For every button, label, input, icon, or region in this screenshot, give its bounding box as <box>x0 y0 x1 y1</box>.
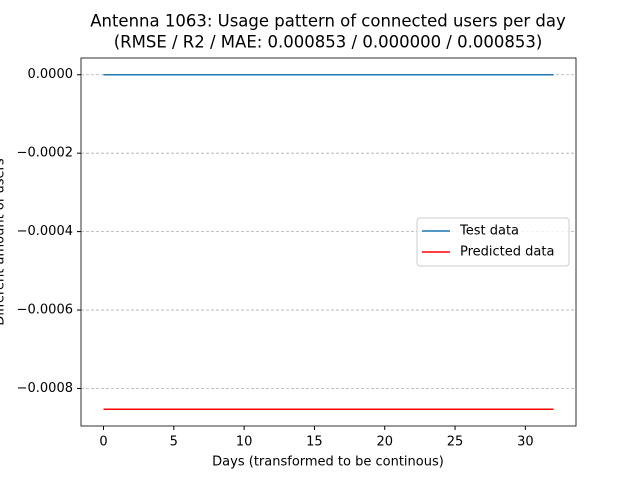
y-tick-label: 0.0000 <box>28 67 74 82</box>
x-tick-label: 20 <box>376 435 393 450</box>
x-tick-label: 15 <box>306 435 323 450</box>
x-tick-label: 5 <box>170 435 178 450</box>
chart-subtitle: (RMSE / R2 / MAE: 0.000853 / 0.000000 / … <box>114 33 543 52</box>
y-axis-label: Different amount of users <box>0 158 8 325</box>
x-axis-label: Days (transformed to be continous) <box>212 455 444 470</box>
y-tick-label: −0.0002 <box>17 146 73 161</box>
axes-frame <box>80 57 577 427</box>
x-tick-label: 30 <box>517 435 534 450</box>
legend-frame <box>416 217 570 267</box>
legend: Test data Predicted data <box>416 217 570 267</box>
x-tick-label: 25 <box>447 435 464 450</box>
legend-label: Predicted data <box>460 245 554 260</box>
legend-label: Test data <box>459 224 519 239</box>
x-tick-label: 10 <box>236 435 253 450</box>
chart-title: Antenna 1063: Usage pattern of connected… <box>90 12 566 31</box>
y-tick-label: −0.0004 <box>17 224 73 239</box>
x-tick-label: 0 <box>99 435 107 450</box>
y-tick-label: −0.0006 <box>17 303 73 318</box>
y-tick-label: −0.0008 <box>17 381 73 396</box>
